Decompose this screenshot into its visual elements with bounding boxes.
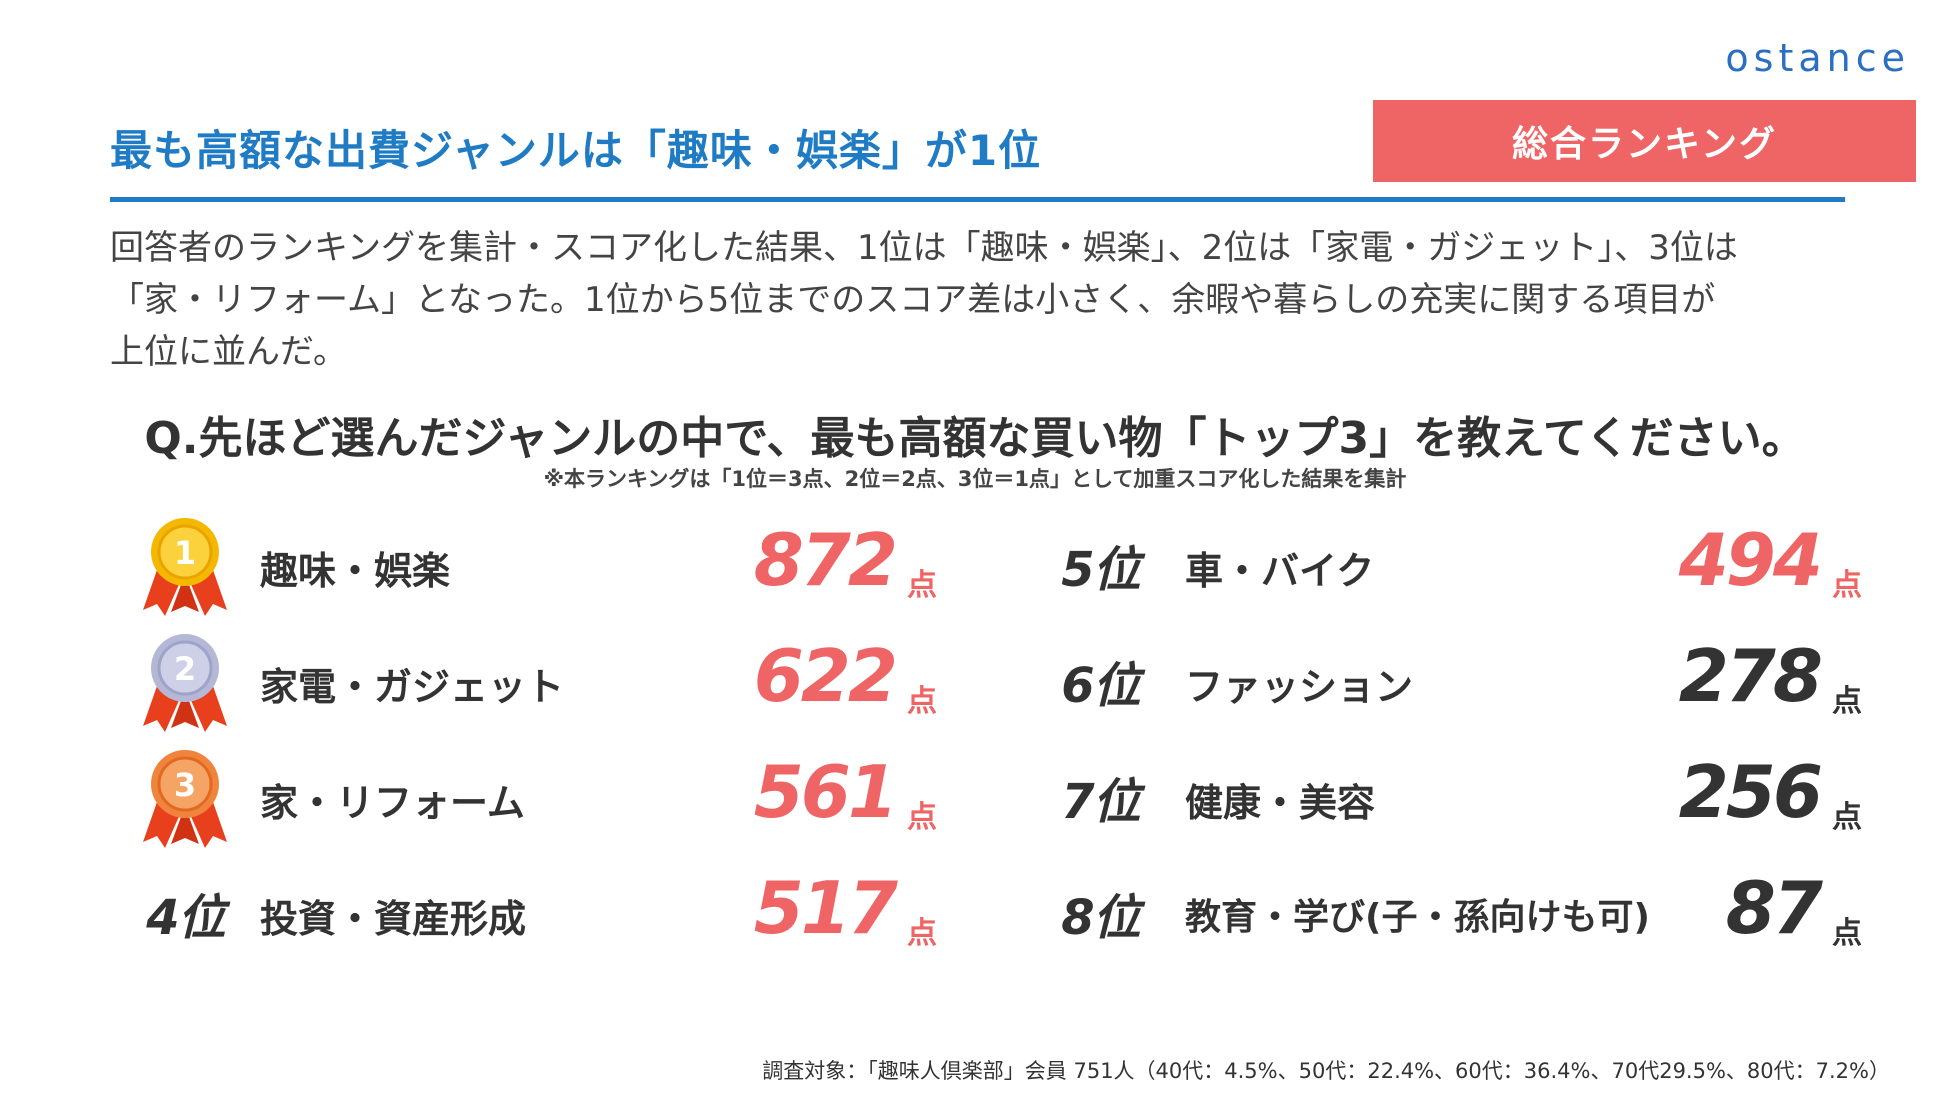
ranking-row-6: 6位 ファッション 278 点 [1040, 634, 1880, 732]
survey-footnote: 調査対象：「趣味人倶楽部」会員 751人（40代：4.5%、50代：22.4%、… [762, 1059, 1890, 1083]
genre-label: ファッション [1185, 665, 1414, 709]
medal-number: 2 [174, 650, 196, 688]
lead-line-1: 回答者のランキングを集計・スコア化した結果、1位は「趣味・娯楽」、2位は「家電・… [110, 228, 1738, 268]
rank-label: 7位 [1061, 774, 1140, 830]
score-unit: 点 [1832, 684, 1862, 719]
ranking-row-8: 8位 教育・学び(子・孫向けも可) 87 点 [1040, 866, 1880, 964]
ranking-badge: 総合ランキング [1373, 100, 1916, 182]
score-value: 872 [753, 518, 898, 602]
score-value: 278 [1678, 634, 1823, 718]
score-value: 494 [1678, 518, 1823, 602]
survey-question: Q.先ほど選んだジャンルの中で、最も高額な買い物「トップ3」を教えてください。 [144, 413, 1806, 464]
genre-label: 趣味・娯楽 [260, 549, 451, 593]
ostance-logo: ostance [1725, 36, 1910, 80]
ranking-row-1: 1 趣味・娯楽 872 点 [125, 518, 965, 616]
score-value: 561 [753, 750, 898, 834]
score-unit: 点 [907, 916, 937, 951]
genre-label: 家・リフォーム [260, 781, 525, 825]
genre-label: 投資・資産形成 [260, 897, 527, 941]
medal-number: 1 [174, 534, 196, 572]
ranking-row-2: 2 家電・ガジェット 622 点 [125, 634, 965, 732]
lead-paragraph: 回答者のランキングを集計・スコア化した結果、1位は「趣味・娯楽」、2位は「家電・… [110, 222, 1870, 378]
genre-label: 家電・ガジェット [260, 665, 565, 709]
score-unit: 点 [1832, 800, 1862, 835]
score-value: 256 [1678, 750, 1823, 834]
rank-label: 4位 [146, 890, 225, 946]
score-unit: 点 [1832, 916, 1862, 951]
score-unit: 点 [907, 568, 937, 603]
score-unit: 点 [907, 800, 937, 835]
scoring-note: ※本ランキングは「1位＝3点、2位＝2点、3位＝1点」として加重スコア化した結果… [543, 467, 1407, 491]
genre-label: 車・バイク [1185, 549, 1375, 593]
rank-label: 6位 [1061, 658, 1140, 714]
title-divider [110, 197, 1845, 202]
ranking-row-5: 5位 車・バイク 494 点 [1040, 518, 1880, 616]
score-unit: 点 [907, 684, 937, 719]
rank-label: 5位 [1061, 542, 1140, 598]
score-value: 517 [753, 866, 898, 950]
page-title: 最も高額な出費ジャンルは「趣味・娯楽」が1位 [110, 126, 1042, 175]
score-unit: 点 [1832, 568, 1862, 603]
ranking-row-3: 3 家・リフォーム 561 点 [125, 750, 965, 848]
genre-label: 教育・学び(子・孫向けも可) [1185, 897, 1650, 938]
medal-number: 3 [174, 766, 196, 804]
gold-medal-icon: 1 [143, 518, 227, 616]
rank-label: 8位 [1061, 890, 1140, 946]
lead-line-3: 上位に並んだ。 [110, 332, 347, 372]
score-value: 622 [753, 634, 898, 718]
bronze-medal-icon: 3 [143, 750, 227, 848]
ranking-row-4: 4位 投資・資産形成 517 点 [125, 866, 965, 964]
score-value: 87 [1725, 866, 1823, 950]
ranking-row-7: 7位 健康・美容 256 点 [1040, 750, 1880, 848]
lead-line-2: 「家・リフォーム」となった。1位から5位までのスコア差は小さく、余暇や暮らしの充… [110, 280, 1716, 320]
genre-label: 健康・美容 [1185, 781, 1376, 825]
silver-medal-icon: 2 [143, 634, 227, 732]
